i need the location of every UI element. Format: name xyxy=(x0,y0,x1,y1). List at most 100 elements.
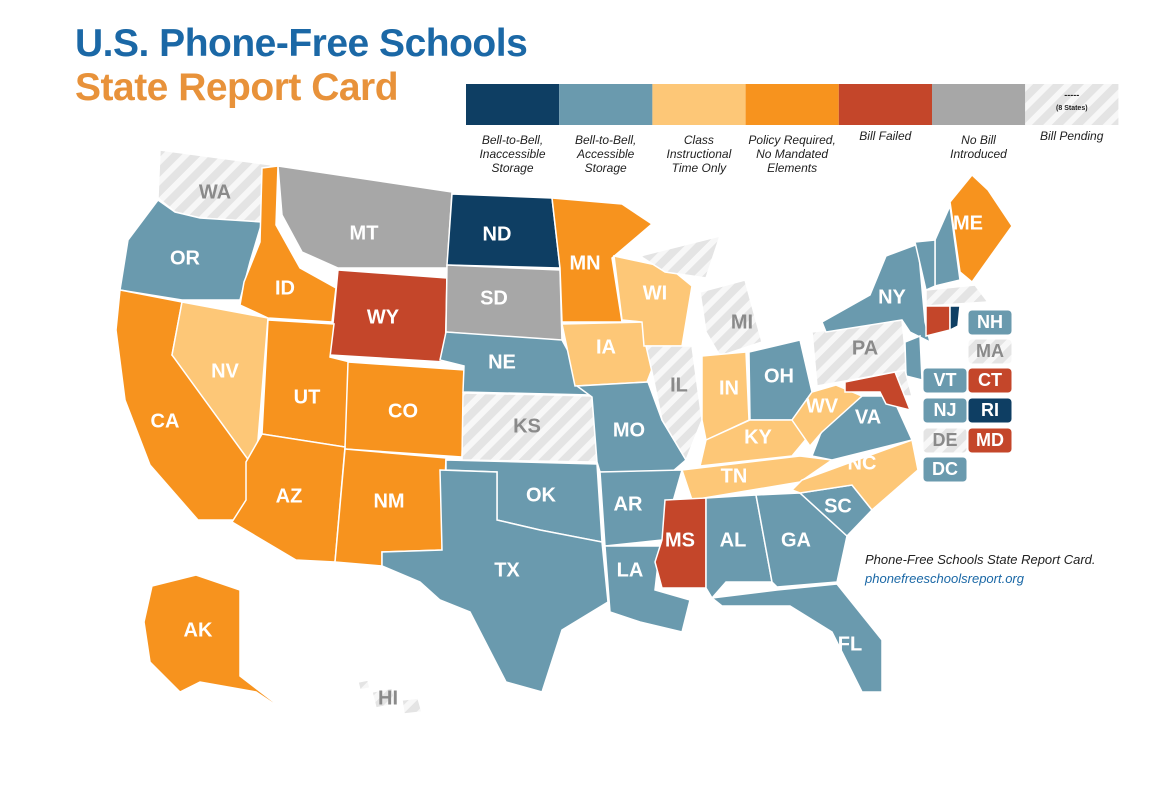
state-label: CA xyxy=(151,410,180,432)
state-label: WA xyxy=(199,181,231,203)
state-label: SC xyxy=(824,495,852,517)
legend-swatch xyxy=(559,84,653,125)
inset-label: NH xyxy=(977,312,1003,332)
state-label: KY xyxy=(744,426,772,448)
legend-swatch-text: ----- xyxy=(1064,90,1079,100)
inset-label: MA xyxy=(976,341,1004,361)
labels-layer: WA OR CA NV ID MT WY UT CO AZ NM ND SD NE KS OK TX MN IA MO… xyxy=(151,181,983,709)
state-label: SD xyxy=(480,287,508,309)
source-url: phonefreeschoolsreport.org xyxy=(864,571,1025,586)
state-label: NC xyxy=(848,452,877,474)
state-label: KS xyxy=(513,415,541,437)
state-label: OH xyxy=(764,365,794,387)
legend-swatch xyxy=(652,84,746,125)
legend-swatch xyxy=(838,84,932,125)
legend-label: Bill Pending xyxy=(1040,129,1104,143)
legend-swatch xyxy=(932,84,1026,125)
state-label: GA xyxy=(781,529,811,551)
state-shape xyxy=(925,284,990,307)
state-label: NM xyxy=(373,490,404,512)
legend-label: Policy Required, No Mandated Elements xyxy=(748,133,836,175)
legend-swatch xyxy=(466,84,560,125)
inset-label: VT xyxy=(933,370,956,390)
inset-label: NJ xyxy=(933,400,956,420)
inset-box xyxy=(922,367,968,394)
inset-label: DC xyxy=(932,459,958,479)
state-label: FL xyxy=(838,633,862,655)
state-label: AK xyxy=(184,619,213,641)
state-label: TN xyxy=(721,465,748,487)
state-label: NY xyxy=(878,286,906,308)
title: U.S. Phone-Free Schools xyxy=(75,22,527,65)
state-shape xyxy=(949,173,1013,284)
legend-swatch xyxy=(745,84,839,125)
states-layer xyxy=(115,149,1013,717)
state-shape xyxy=(277,165,453,269)
legend-label: Bell-to-Bell, Inaccessible Storage xyxy=(479,133,546,175)
state-label: PA xyxy=(852,337,878,359)
state-label: MI xyxy=(731,311,753,333)
state-shape xyxy=(904,334,923,381)
inset-box xyxy=(967,309,1013,336)
state-shape xyxy=(439,331,594,396)
legend-label: No Bill Introduced xyxy=(950,133,1007,161)
inset-box xyxy=(922,427,968,454)
state-shape xyxy=(143,574,293,717)
state-label: AR xyxy=(614,493,643,515)
state-shape xyxy=(710,583,883,693)
state-label: NE xyxy=(488,351,516,373)
inset-label: MD xyxy=(976,430,1004,450)
state-shape xyxy=(790,438,919,512)
state-shape xyxy=(638,234,763,357)
state-shape xyxy=(791,384,864,448)
state-label: TX xyxy=(494,559,520,581)
state-label: UT xyxy=(294,386,321,408)
state-shape xyxy=(680,455,835,501)
state-label: NV xyxy=(211,360,239,382)
inset-box xyxy=(922,397,968,424)
state-shape xyxy=(645,345,703,462)
state-label: LA xyxy=(617,559,644,581)
inset-box xyxy=(967,427,1013,454)
state-shape xyxy=(844,371,912,412)
state-label: MO xyxy=(613,419,645,441)
state-label: OR xyxy=(170,247,201,269)
state-shape xyxy=(949,305,961,332)
state-label: WV xyxy=(806,395,839,417)
legend-label: Bill Failed xyxy=(859,129,912,143)
state-label: IN xyxy=(719,377,739,399)
inset-label: DE xyxy=(932,430,957,450)
legend-label: Bell-to-Bell, Accessible Storage xyxy=(575,133,637,175)
state-shape xyxy=(914,239,936,292)
inset-label: CT xyxy=(978,370,1002,390)
state-shape xyxy=(357,679,423,715)
state-label: CO xyxy=(388,400,418,422)
state-label: ID xyxy=(275,277,295,299)
inset-box xyxy=(967,397,1013,424)
state-label: MS xyxy=(665,529,695,551)
state-shape xyxy=(381,469,609,693)
state-label: VA xyxy=(855,406,881,428)
state-label: ND xyxy=(483,223,512,245)
state-label: OK xyxy=(526,484,557,506)
state-shape xyxy=(239,165,337,323)
legend-label: Class Instructional Time Only xyxy=(666,133,732,175)
legend-swatch-text: (8 States) xyxy=(1056,105,1088,112)
state-label: HI xyxy=(378,687,398,709)
state-label: WI xyxy=(643,282,667,304)
subtitle: State Report Card xyxy=(75,66,398,109)
inset-box xyxy=(967,338,1013,365)
inset-box xyxy=(967,367,1013,394)
state-label: AL xyxy=(720,529,747,551)
inset-box xyxy=(922,456,968,483)
state-label: ME xyxy=(953,212,983,234)
state-label: MN xyxy=(569,252,600,274)
state-label: MT xyxy=(350,222,379,244)
state-label: AZ xyxy=(276,485,303,507)
state-shape xyxy=(925,305,951,337)
inset-label: RI xyxy=(981,400,999,420)
state-label: WY xyxy=(367,306,400,328)
state-shape xyxy=(551,197,654,323)
